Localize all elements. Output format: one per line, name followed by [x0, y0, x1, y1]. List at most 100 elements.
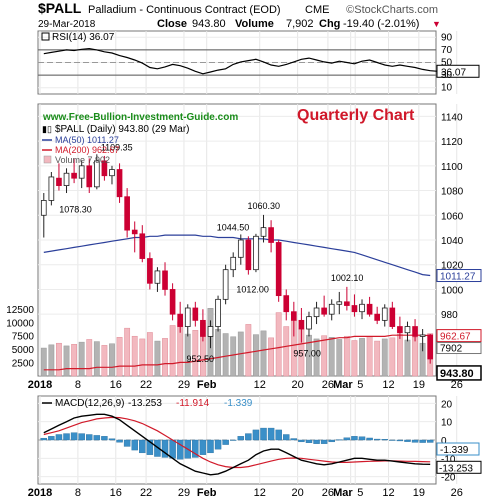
volume-bar: [245, 324, 252, 377]
ma200-last-value-box: [436, 329, 482, 343]
x-axis-tick-label: 26: [451, 487, 463, 499]
macd-histogram-bar: [267, 427, 275, 441]
x-axis-tick-label: 12: [254, 379, 266, 391]
candle-body: [374, 313, 380, 321]
candle-body: [71, 172, 77, 179]
rsi-legend-swatch: [41, 32, 50, 41]
x-axis-tick-label: 29: [178, 379, 190, 391]
macd-y-tick-label: 10: [441, 418, 453, 429]
x-axis-tick-label: 12: [382, 379, 394, 391]
volume-bar: [56, 342, 62, 377]
volume-bar: [93, 341, 100, 377]
macd-histogram-bar: [305, 439, 313, 443]
macd-histogram-bar: [396, 439, 404, 442]
volume-bar: [313, 338, 320, 377]
volume-bar: [116, 337, 123, 377]
candle-body: [86, 165, 93, 188]
candle-body: [381, 307, 388, 321]
moving-average-layer: [43, 234, 431, 371]
volume-last-value-box: [436, 342, 482, 355]
close-value: 943.80: [192, 18, 226, 30]
candle-body: [48, 176, 55, 201]
volume-bar: [343, 335, 350, 377]
candle-body: [131, 229, 138, 235]
close-last-value-box: [436, 365, 482, 381]
volume-bar: [321, 335, 328, 377]
candle-body: [351, 305, 358, 313]
rsi-legend: RSI(14) 36.07: [41, 32, 115, 43]
x-axis-tick-label: 8: [75, 379, 81, 391]
volume-bar: [404, 339, 411, 377]
candle-body: [177, 313, 183, 327]
macd-histogram-bar: [389, 439, 396, 441]
volume-bar: [124, 327, 131, 377]
macd-histogram-bar: [419, 439, 426, 443]
instrument-description: Palladium - Continuous Contract (EOD): [88, 4, 281, 16]
macd-legend-hist: -1.339: [224, 398, 253, 409]
x-axis-tick-label: 5: [357, 379, 363, 391]
price-annotation: 952.50: [186, 354, 214, 364]
macd-histogram-bar: [108, 438, 116, 441]
candle-body: [306, 316, 312, 330]
volume-bar: [230, 336, 237, 377]
x-axis-tick-label: Feb: [197, 487, 217, 499]
x-axis-tick-label: 29: [178, 487, 190, 499]
price-annotation: 1002.10: [331, 273, 364, 283]
candle-body: [298, 319, 305, 330]
candle-body: [169, 289, 176, 315]
rsi-y-tick-label: 30: [441, 70, 453, 81]
volume-bar: [374, 340, 381, 377]
volume-bar: [71, 344, 77, 377]
candle-body: [215, 298, 221, 327]
exchange-label: CME: [305, 4, 329, 16]
candle-body: [139, 233, 146, 259]
price-y-tick-label: 1020: [441, 261, 464, 272]
macd-histogram-bar: [222, 439, 229, 445]
candle-body: [154, 270, 161, 284]
volume-bar: [328, 337, 335, 377]
macd-legend: MACD(12,26,9) -13.253 -11.914 -1.339: [42, 398, 253, 409]
candle-body: [200, 319, 206, 337]
candle-body: [237, 239, 244, 258]
candle-body: [101, 160, 108, 177]
macd-histogram-bar: [426, 439, 434, 443]
rsi-y-tick-label: 90: [441, 32, 453, 43]
price-y-tick-label: 1060: [441, 211, 464, 222]
volume-bar: [336, 339, 343, 377]
candle-body: [192, 307, 199, 321]
volume-bar: [359, 338, 365, 377]
volume-value: 7,902: [286, 18, 314, 30]
candle-body: [94, 160, 100, 188]
x-axis-tick-label: Mar: [333, 379, 353, 391]
volume-bar: [215, 328, 221, 377]
volume-bar: [192, 330, 199, 377]
volume-bar: [101, 345, 108, 377]
macd-histogram-bar: [313, 439, 320, 444]
quarterly-chart-banner: Quarterly Chart: [297, 107, 415, 124]
header-date: 29-Mar-2018: [38, 19, 96, 30]
price-y-tick-label: 1040: [441, 236, 464, 247]
x-axis-tick-label: 2018: [28, 487, 52, 499]
macd-histogram-bar: [131, 439, 138, 451]
macd-histogram-bar: [123, 439, 131, 447]
volume-last-value-label: 7902: [440, 344, 463, 355]
volume-layer: [40, 308, 434, 377]
volume-bar: [268, 337, 274, 377]
macd-histogram-bar: [381, 439, 388, 441]
macd-y-tick-label: -20: [441, 473, 456, 484]
macd-legend-title: MACD(12,26,9): [55, 398, 124, 409]
x-axis-tick-label: 22: [140, 487, 152, 499]
macd-histogram-bar: [290, 438, 298, 441]
volume-bar: [48, 344, 55, 377]
rsi-y-tick-label: 50: [441, 58, 453, 69]
macd-histogram-bar: [366, 437, 373, 441]
macd-hist-last-box: [436, 442, 480, 456]
rsi-line: [43, 47, 438, 75]
macd-histogram-bar: [298, 439, 305, 443]
candle-body: [389, 307, 396, 327]
macd-histogram-bar: [373, 438, 381, 441]
macd-y-tick-label: 0: [441, 436, 447, 447]
macd-histogram-bar: [176, 439, 184, 460]
volume-y-tick-label: 5000: [12, 345, 35, 356]
